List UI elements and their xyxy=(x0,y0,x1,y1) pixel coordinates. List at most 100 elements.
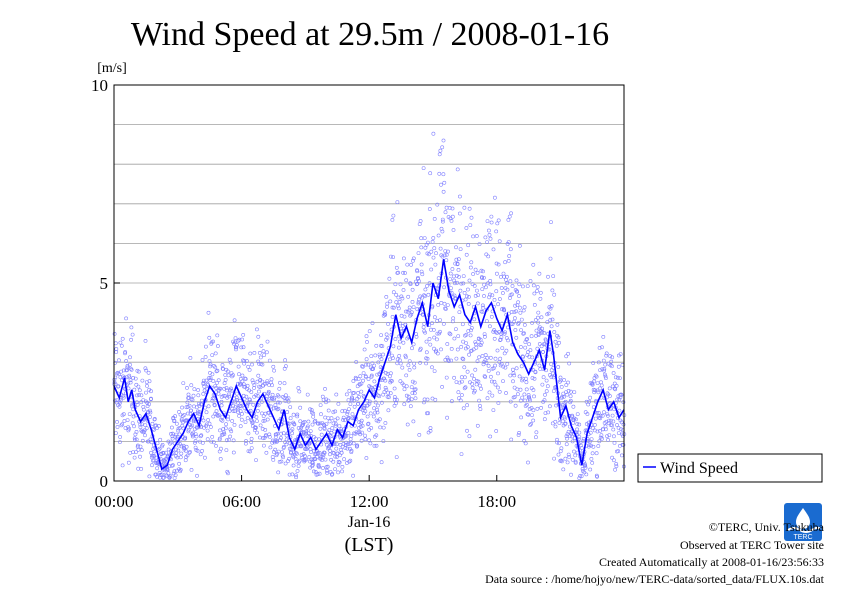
scatter-point xyxy=(256,334,261,339)
scatter-point xyxy=(467,206,472,211)
scatter-point xyxy=(361,371,366,376)
legend-entry-wind-speed: Wind Speed xyxy=(660,460,738,477)
scatter-point xyxy=(421,325,426,330)
scatter-point xyxy=(277,386,282,391)
scatter-point xyxy=(525,412,530,417)
scatter-point xyxy=(435,202,440,207)
scatter-point xyxy=(170,463,175,468)
scatter-point xyxy=(621,442,626,447)
scatter-point xyxy=(215,368,220,373)
scatter-point xyxy=(418,346,423,351)
scatter-point xyxy=(360,430,364,435)
scatter-point xyxy=(403,353,408,358)
scatter-point xyxy=(327,419,332,424)
scatter-point xyxy=(470,385,475,390)
scatter-point xyxy=(393,337,398,341)
scatter-point xyxy=(592,390,597,395)
scatter-point xyxy=(290,427,295,432)
scatter-point xyxy=(424,361,429,366)
y-axis-label: [m/s] xyxy=(97,61,127,76)
scatter-point xyxy=(342,457,347,462)
scatter-point xyxy=(218,446,223,451)
scatter-point xyxy=(490,393,495,398)
scatter-point xyxy=(462,386,467,391)
scatter-point xyxy=(465,345,470,349)
scatter-point xyxy=(593,416,598,421)
scatter-point xyxy=(549,304,554,309)
scatter-point xyxy=(416,297,421,302)
scatter-point xyxy=(521,284,525,289)
scatter-point xyxy=(294,459,299,464)
scatter-point xyxy=(367,399,372,404)
scatter-point xyxy=(457,310,462,315)
scatter-point xyxy=(561,467,566,472)
scatter-point xyxy=(118,375,123,380)
scatter-point xyxy=(546,311,551,316)
scatter-point xyxy=(529,421,534,426)
scatter-point xyxy=(505,281,510,286)
scatter-point xyxy=(349,450,354,455)
scatter-point xyxy=(198,434,203,439)
scatter-point xyxy=(555,440,560,445)
scatter-point xyxy=(520,395,525,400)
scatter-point xyxy=(214,443,218,448)
scatter-point xyxy=(187,450,192,455)
scatter-point xyxy=(246,431,251,436)
scatter-point xyxy=(262,353,267,358)
scatter-point xyxy=(123,350,128,354)
scatter-point xyxy=(243,441,248,446)
scatter-point xyxy=(115,371,119,376)
scatter-point xyxy=(203,355,208,359)
scatter-point xyxy=(559,458,564,463)
scatter-point xyxy=(177,432,182,437)
scatter-point xyxy=(462,290,467,295)
scatter-point xyxy=(395,200,400,205)
scatter-point xyxy=(564,383,569,387)
scatter-point xyxy=(290,431,295,436)
scatter-point xyxy=(246,449,251,454)
scatter-point xyxy=(394,292,399,297)
scatter-point xyxy=(552,330,557,334)
scatter-point xyxy=(603,374,608,379)
scatter-point xyxy=(324,397,329,402)
scatter-point xyxy=(364,357,369,362)
scatter-point xyxy=(386,322,391,326)
scatter-point xyxy=(223,377,228,382)
scatter-point xyxy=(475,423,480,428)
scatter-point xyxy=(450,214,455,219)
scatter-point xyxy=(217,413,222,418)
scatter-point xyxy=(480,303,485,308)
scatter-point xyxy=(210,372,215,377)
scatter-point xyxy=(595,429,600,434)
scatter-point xyxy=(410,346,414,351)
scatter-point xyxy=(492,336,497,341)
scatter-point xyxy=(457,274,461,279)
scatter-point xyxy=(481,269,485,274)
scatter-point xyxy=(591,444,596,449)
scatter-point xyxy=(483,353,488,357)
scatter-point xyxy=(114,350,119,354)
scatter-point xyxy=(461,281,466,286)
scatter-point xyxy=(486,228,491,233)
scatter-point xyxy=(560,419,565,424)
scatter-point xyxy=(351,379,356,383)
scatter-point xyxy=(369,426,374,430)
scatter-point xyxy=(385,301,390,306)
scatter-point xyxy=(286,399,291,404)
scatter-point xyxy=(222,432,227,436)
scatter-point xyxy=(616,431,621,436)
scatter-point xyxy=(129,325,134,330)
scatter-point xyxy=(345,446,350,451)
scatter-point xyxy=(497,239,502,244)
scatter-point xyxy=(186,427,191,432)
scatter-point xyxy=(493,382,498,387)
scatter-point xyxy=(583,462,587,467)
scatter-point xyxy=(536,315,540,320)
scatter-point xyxy=(366,362,371,367)
scatter-point xyxy=(537,342,542,346)
scatter-point xyxy=(340,409,345,414)
scatter-point xyxy=(535,285,540,289)
scatter-point xyxy=(593,388,597,393)
scatter-point xyxy=(381,352,386,357)
scatter-point xyxy=(577,422,582,427)
